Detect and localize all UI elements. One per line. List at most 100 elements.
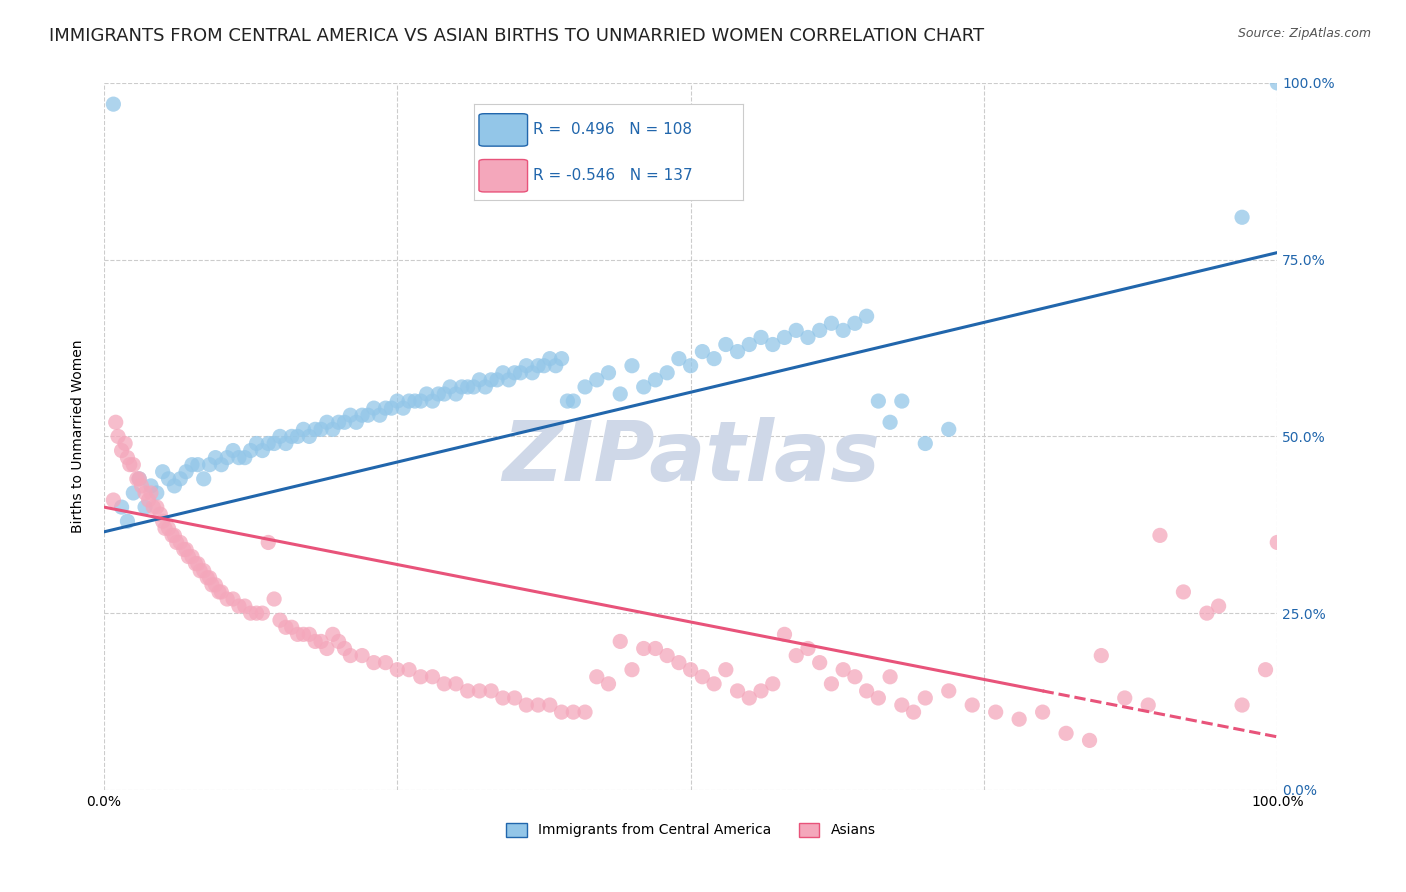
Point bbox=[492, 366, 515, 380]
Point bbox=[322, 422, 344, 436]
Point bbox=[316, 641, 339, 656]
Point bbox=[222, 592, 245, 607]
Point bbox=[398, 663, 420, 677]
Point bbox=[298, 429, 321, 443]
Point bbox=[274, 436, 297, 450]
Point bbox=[117, 450, 139, 465]
Point bbox=[257, 436, 280, 450]
Point bbox=[204, 578, 226, 592]
Point bbox=[328, 634, 350, 648]
Point bbox=[252, 443, 274, 458]
Point bbox=[146, 500, 169, 515]
Point bbox=[139, 479, 162, 493]
Point bbox=[1230, 698, 1253, 712]
Point bbox=[257, 535, 280, 549]
Point bbox=[392, 401, 415, 416]
Point bbox=[762, 337, 785, 351]
Point bbox=[292, 422, 315, 436]
Point bbox=[550, 351, 572, 366]
Point bbox=[304, 634, 326, 648]
Point bbox=[474, 380, 496, 394]
Point bbox=[538, 698, 561, 712]
Point bbox=[363, 656, 385, 670]
Point bbox=[1114, 690, 1136, 705]
Point bbox=[1008, 712, 1031, 726]
Point bbox=[404, 394, 426, 409]
Text: Source: ZipAtlas.com: Source: ZipAtlas.com bbox=[1237, 27, 1371, 40]
Point bbox=[714, 663, 737, 677]
Point bbox=[169, 472, 191, 486]
Point bbox=[187, 458, 209, 472]
Point bbox=[574, 705, 596, 719]
Point bbox=[868, 394, 890, 409]
Point bbox=[914, 690, 936, 705]
Point bbox=[409, 394, 432, 409]
Point bbox=[515, 698, 537, 712]
Point bbox=[657, 648, 679, 663]
Point bbox=[107, 429, 129, 443]
Point bbox=[727, 344, 749, 359]
Point bbox=[209, 458, 232, 472]
Point bbox=[620, 663, 643, 677]
Point bbox=[797, 330, 820, 344]
Point bbox=[468, 684, 491, 698]
Point bbox=[808, 656, 831, 670]
Point bbox=[1265, 535, 1288, 549]
Point bbox=[198, 571, 221, 585]
Point bbox=[1254, 663, 1277, 677]
Point bbox=[486, 373, 509, 387]
Y-axis label: Births to Unmarried Women: Births to Unmarried Women bbox=[72, 340, 86, 533]
Point bbox=[1032, 705, 1054, 719]
Point bbox=[1195, 606, 1218, 620]
Point bbox=[198, 458, 221, 472]
Point bbox=[152, 514, 174, 528]
Point bbox=[269, 429, 291, 443]
Point bbox=[139, 486, 162, 500]
Point bbox=[503, 366, 526, 380]
Point bbox=[134, 486, 156, 500]
Point bbox=[333, 641, 356, 656]
Point bbox=[263, 436, 285, 450]
Point bbox=[344, 415, 367, 429]
Point bbox=[117, 514, 139, 528]
Point bbox=[387, 394, 409, 409]
Point bbox=[174, 542, 197, 557]
Point bbox=[479, 373, 502, 387]
Point bbox=[304, 422, 326, 436]
Point bbox=[727, 684, 749, 698]
Point bbox=[832, 323, 855, 337]
Point bbox=[195, 571, 218, 585]
Point bbox=[173, 542, 195, 557]
Point bbox=[585, 373, 607, 387]
Point bbox=[463, 380, 485, 394]
Point bbox=[984, 705, 1007, 719]
Point bbox=[890, 698, 912, 712]
Point bbox=[152, 465, 174, 479]
Text: IMMIGRANTS FROM CENTRAL AMERICA VS ASIAN BIRTHS TO UNMARRIED WOMEN CORRELATION C: IMMIGRANTS FROM CENTRAL AMERICA VS ASIAN… bbox=[49, 27, 984, 45]
Point bbox=[252, 606, 274, 620]
Point bbox=[562, 394, 585, 409]
Point bbox=[644, 373, 666, 387]
Point bbox=[193, 564, 215, 578]
Point bbox=[668, 656, 690, 670]
Point bbox=[832, 663, 855, 677]
Point bbox=[422, 670, 444, 684]
Point bbox=[269, 613, 291, 627]
Point bbox=[444, 677, 467, 691]
Point bbox=[163, 479, 186, 493]
Point bbox=[233, 450, 256, 465]
Point bbox=[415, 387, 437, 401]
Point bbox=[797, 641, 820, 656]
Point bbox=[352, 648, 374, 663]
Point bbox=[298, 627, 321, 641]
Point bbox=[574, 380, 596, 394]
Point bbox=[245, 436, 267, 450]
Point bbox=[692, 344, 714, 359]
Point bbox=[450, 380, 472, 394]
Point bbox=[125, 472, 148, 486]
Point bbox=[134, 500, 156, 515]
Point bbox=[703, 351, 725, 366]
Point bbox=[509, 366, 531, 380]
Point bbox=[890, 394, 912, 409]
Point bbox=[228, 599, 250, 613]
